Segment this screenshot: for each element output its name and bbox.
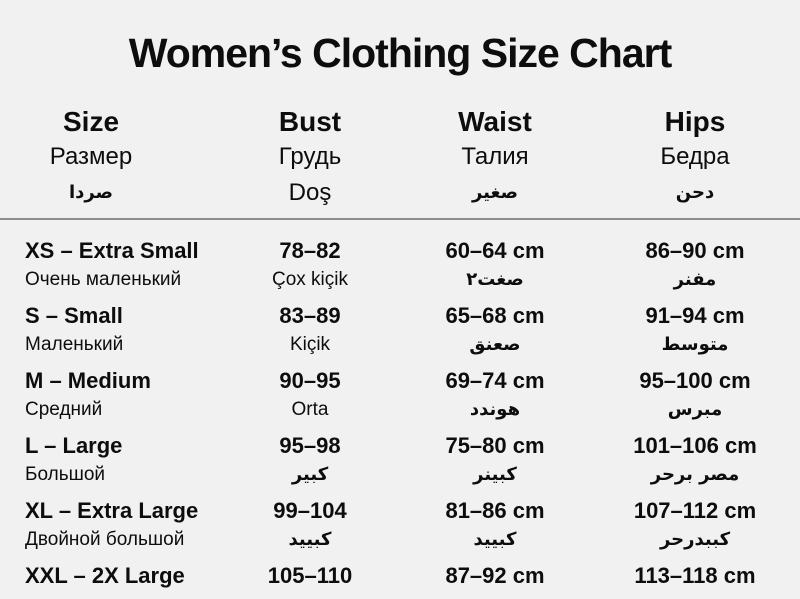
waist-cell: 60–64 cm صغت٢ <box>400 234 590 299</box>
table-row-xs: XS – Extra Small Очень маленький 78–82 Ç… <box>0 234 800 299</box>
header-size: Size Размер صردا <box>0 104 220 212</box>
table-row-m: M – Medium Средний 90–95 Orta 69–74 cm ه… <box>0 364 800 429</box>
size-cell: XL – Extra Large Двойной большой <box>0 494 220 559</box>
hips-value: 113–118 cm <box>634 563 756 588</box>
header-hips-ar: دحن <box>675 182 715 203</box>
header-waist-ar: صغير <box>471 182 519 203</box>
waist-translation: صغت٢ <box>466 269 524 290</box>
size-cell: XS – Extra Small Очень маленький <box>0 234 220 299</box>
waist-value: 65–68 cm <box>445 303 545 328</box>
waist-translation: صعنق <box>469 334 521 355</box>
hips-cell: 107–112 cm كببدرحر <box>590 494 800 559</box>
size-value: S – Small <box>25 303 123 328</box>
size-value: XXL – 2X Large <box>25 563 185 588</box>
bust-translation: Orta <box>291 399 329 420</box>
header-waist-ru: Талия <box>461 143 529 170</box>
hips-cell: 86–90 cm مفنر <box>590 234 800 299</box>
bust-translation: كبييد <box>288 529 332 550</box>
header-bust-az: Doş <box>288 179 332 206</box>
size-translation: Средний <box>25 399 103 420</box>
header-waist-en: Waist <box>458 106 532 137</box>
hips-cell: 95–100 cm مبرس <box>590 364 800 429</box>
size-value: XS – Extra Small <box>25 238 199 263</box>
table-body: XS – Extra Small Очень маленький 78–82 Ç… <box>0 234 800 599</box>
header-size-en: Size <box>62 106 120 137</box>
hips-value: 107–112 cm <box>633 498 757 523</box>
size-cell: M – Medium Средний <box>0 364 220 429</box>
header-size-ru: Размер <box>49 143 133 170</box>
size-value: L – Large <box>25 433 123 458</box>
bust-cell: 90–95 Orta <box>220 364 400 429</box>
hips-cell: 113–118 cm <box>590 559 800 599</box>
waist-value: 75–80 cm <box>445 433 545 458</box>
header-hips-ru: Бедра <box>660 143 730 170</box>
bust-cell: 99–104 كبييد <box>220 494 400 559</box>
size-value: M – Medium <box>25 368 151 393</box>
waist-cell: 65–68 cm صعنق <box>400 299 590 364</box>
waist-cell: 87–92 cm <box>400 559 590 599</box>
bust-value: 95–98 <box>279 433 341 458</box>
size-cell: XXL – 2X Large <box>0 559 220 599</box>
hips-translation: مبرس <box>667 399 723 420</box>
header-waist: Waist Талия صغير <box>400 104 590 212</box>
waist-value: 69–74 cm <box>445 368 545 393</box>
size-translation: Большой <box>25 464 106 485</box>
waist-translation: كبييد <box>473 529 517 550</box>
size-value: XL – Extra Large <box>25 498 199 523</box>
bust-translation: Çox kiçik <box>271 269 348 290</box>
hips-translation: مفنر <box>673 269 717 290</box>
bust-translation: كبير <box>291 464 329 485</box>
bust-value: 78–82 <box>279 238 341 263</box>
header-bust-en: Bust <box>278 106 342 137</box>
size-cell: S – Small Маленький <box>0 299 220 364</box>
page-title: Women’s Clothing Size Chart <box>128 30 672 76</box>
bust-value: 105–110 <box>267 563 353 588</box>
header-bust-ru: Грудь <box>278 143 342 170</box>
table-header: Size Размер صردا Bust Грудь Doş Waist Та… <box>0 104 800 212</box>
hips-value: 95–100 cm <box>639 368 751 393</box>
table-row-xl: XL – Extra Large Двойной большой 99–104 … <box>0 494 800 559</box>
waist-cell: 69–74 cm هوندد <box>400 364 590 429</box>
hips-value: 91–94 cm <box>645 303 745 328</box>
table-row-l: L – Large Большой 95–98 كبير 75–80 cm كب… <box>0 429 800 494</box>
size-cell: L – Large Большой <box>0 429 220 494</box>
waist-value: 60–64 cm <box>445 238 545 263</box>
header-hips-en: Hips <box>664 106 726 137</box>
bust-cell: 95–98 كبير <box>220 429 400 494</box>
bust-value: 90–95 <box>279 368 341 393</box>
header-divider <box>0 218 800 220</box>
bust-translation: Kiçik <box>289 334 331 355</box>
table-row-xxl: XXL – 2X Large 105–110 87–92 cm 113–118 … <box>0 559 800 599</box>
header-size-ar: صردا <box>69 182 113 203</box>
hips-value: 101–106 cm <box>633 433 757 458</box>
bust-cell: 83–89 Kiçik <box>220 299 400 364</box>
bust-value: 83–89 <box>279 303 341 328</box>
header-hips: Hips Бедра دحن <box>590 104 800 212</box>
hips-translation: متوسط <box>661 334 729 355</box>
hips-cell: 101–106 cm مصر برحر <box>590 429 800 494</box>
waist-cell: 81–86 cm كبييد <box>400 494 590 559</box>
hips-translation: كببدرحر <box>659 529 731 550</box>
size-translation: Двойной большой <box>25 529 185 550</box>
waist-value: 87–92 cm <box>445 563 545 588</box>
bust-cell: 105–110 <box>220 559 400 599</box>
hips-translation: مصر برحر <box>650 464 740 485</box>
waist-translation: هوندد <box>469 399 521 420</box>
header-bust: Bust Грудь Doş <box>220 104 400 212</box>
waist-cell: 75–80 cm كبينر <box>400 429 590 494</box>
hips-cell: 91–94 cm متوسط <box>590 299 800 364</box>
bust-cell: 78–82 Çox kiçik <box>220 234 400 299</box>
size-translation: Маленький <box>25 334 124 355</box>
hips-value: 86–90 cm <box>645 238 745 263</box>
table-row-s: S – Small Маленький 83–89 Kiçik 65–68 cm… <box>0 299 800 364</box>
waist-value: 81–86 cm <box>445 498 545 523</box>
bust-value: 99–104 <box>273 498 347 523</box>
waist-translation: كبينر <box>473 464 517 485</box>
size-translation: Очень маленький <box>25 269 182 290</box>
